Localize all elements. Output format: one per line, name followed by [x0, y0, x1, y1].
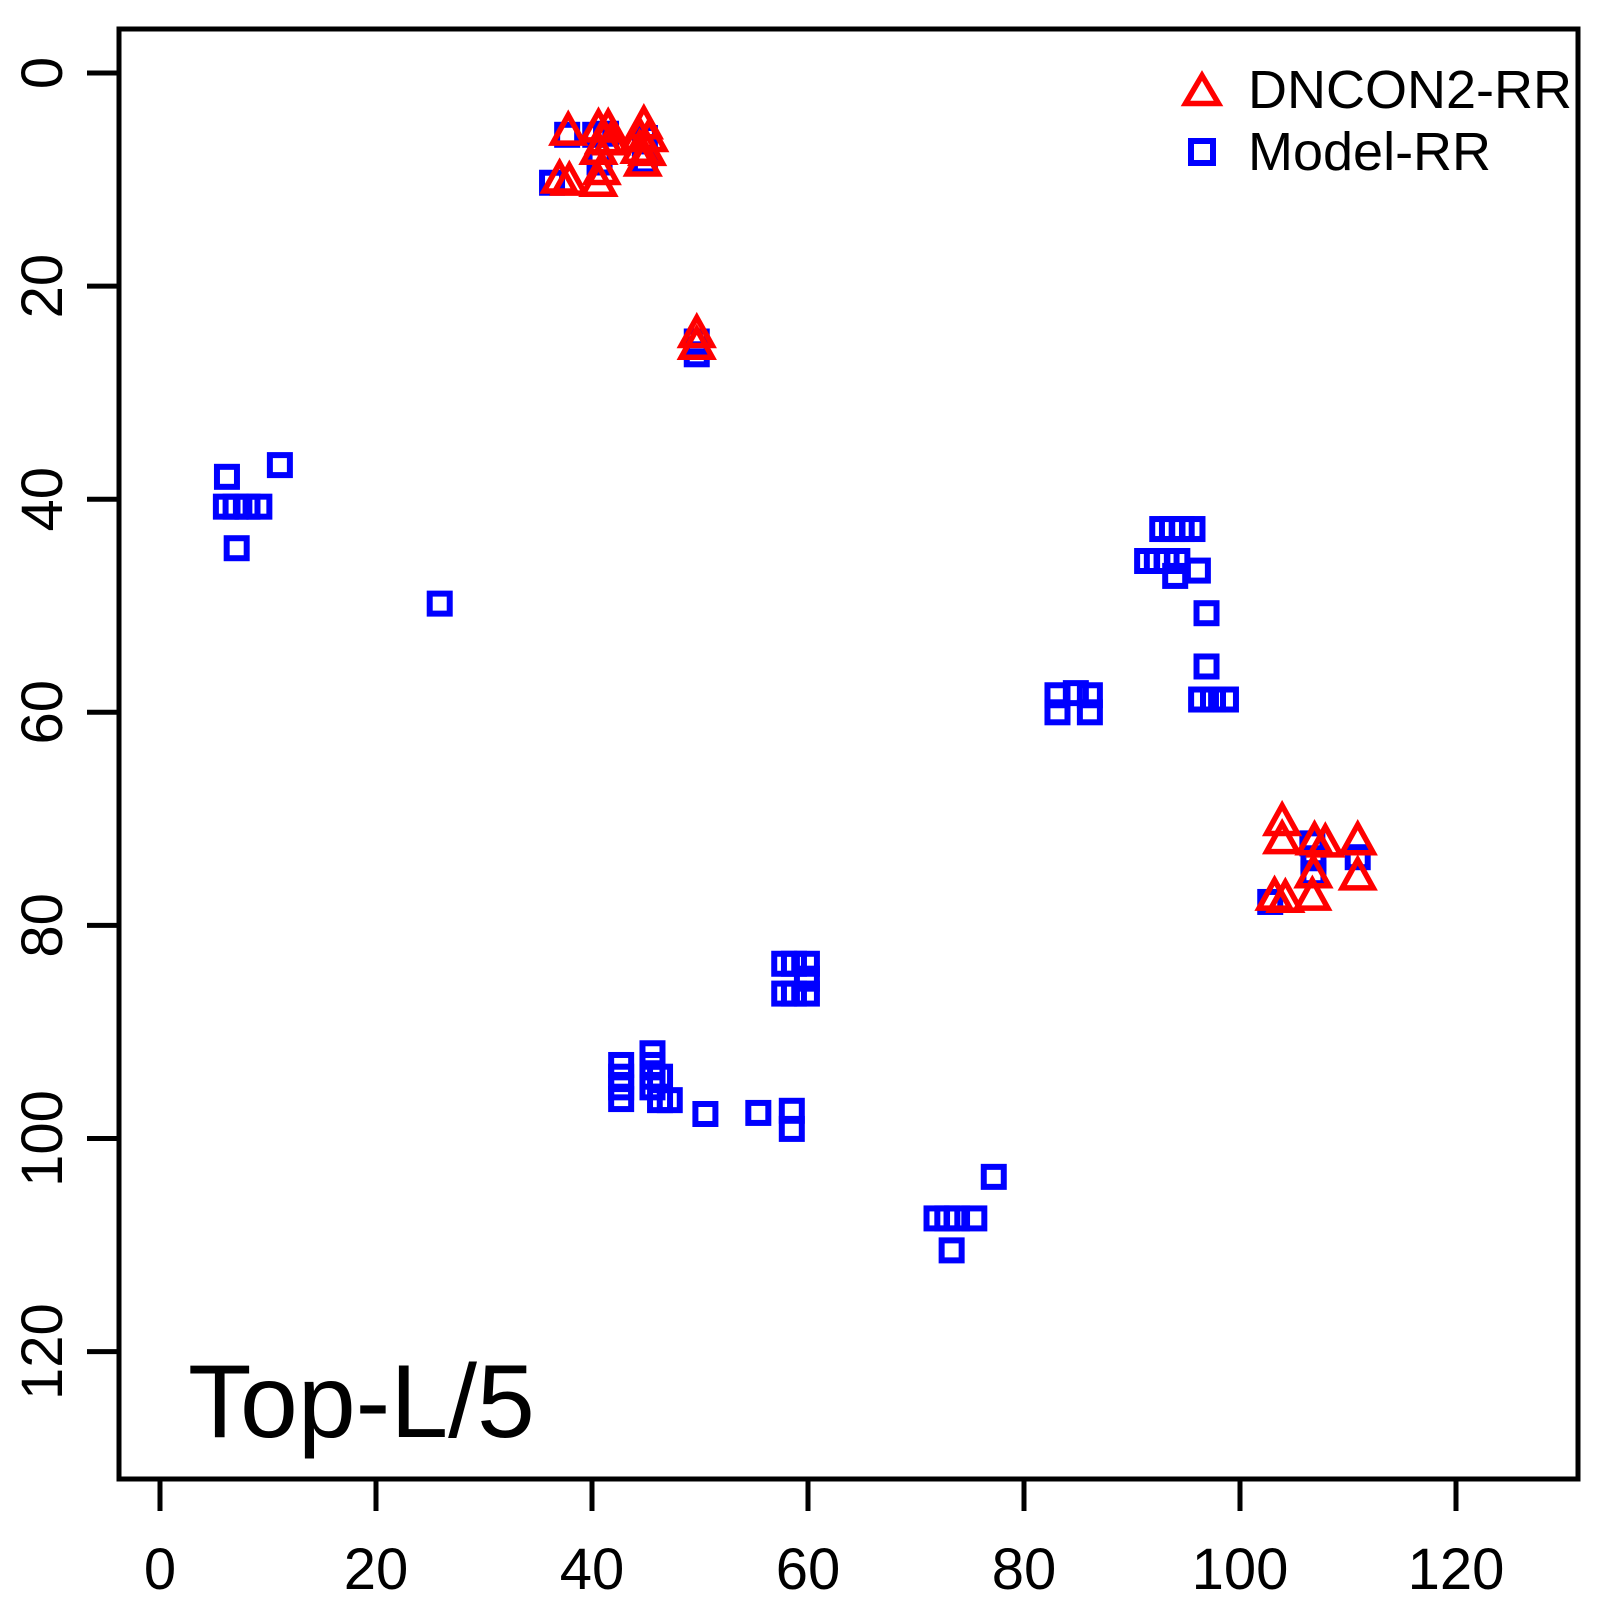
model-rr-point [745, 1099, 772, 1126]
x-axis-tick-label: 60 [776, 1537, 841, 1600]
dncon2-rr-point [578, 160, 619, 197]
model-rr-point [1193, 653, 1220, 680]
model-rr-point [793, 980, 820, 1007]
model-rr-point [1344, 844, 1371, 871]
x-axis-tick-label: 0 [144, 1537, 176, 1600]
dncon2-rr-point [1337, 819, 1378, 856]
model-rr-point [793, 965, 820, 992]
y-axis-tick-label: 40 [10, 467, 75, 532]
dncon2-rr-point [676, 311, 717, 349]
model-rr-point [961, 1205, 988, 1232]
model-rr-point [223, 535, 250, 562]
y-axis-tick-label: 80 [10, 893, 75, 958]
y-axis-tick-label: 120 [10, 1303, 75, 1400]
y-axis-tick-label: 60 [10, 680, 75, 745]
dncon2-rr-point [581, 148, 622, 186]
model-rr-point [1179, 516, 1206, 543]
model-rr-point [1193, 600, 1220, 627]
y-axis-tick-label: 100 [10, 1090, 75, 1187]
dncon2-rr-point [1261, 799, 1303, 837]
model-rr-point [1076, 699, 1103, 726]
model-rr-point [778, 1115, 805, 1142]
x-axis-tick-label: 20 [344, 1537, 409, 1600]
model-rr-point [426, 590, 453, 617]
model-rr-point [980, 1163, 1007, 1190]
y-axis-tick-label: 20 [10, 254, 75, 319]
model-rr-point [266, 452, 293, 479]
model-rr-point [656, 1087, 683, 1114]
x-axis-tick-label: 100 [1192, 1537, 1289, 1600]
dncon2-rr-point [1265, 876, 1306, 914]
x-axis-tick-label: 120 [1408, 1537, 1505, 1600]
model-rr-point [1162, 562, 1189, 589]
legend-model-marker-icon [1188, 138, 1216, 166]
dncon2-rr-point [676, 323, 717, 361]
plot-border [116, 26, 1581, 1482]
model-rr-point [1212, 686, 1239, 713]
dncon2-rr-point [548, 109, 589, 146]
legend-model-label: Model-RR [1248, 122, 1491, 182]
plot-annotation: Top-L/5 [188, 1344, 535, 1460]
legend-dncon2-marker-icon [1180, 70, 1224, 107]
model-rr-point [793, 950, 820, 977]
dncon2-rr-point [1337, 854, 1378, 891]
dncon2-rr-point [549, 159, 590, 196]
model-rr-point [1062, 680, 1089, 707]
dncon2-rr-point [622, 140, 663, 177]
x-axis-tick-label: 40 [560, 1537, 625, 1600]
x-axis-tick-label: 80 [992, 1537, 1057, 1600]
model-rr-point [1184, 557, 1211, 584]
model-rr-point [692, 1100, 719, 1127]
model-rr-point [1044, 699, 1071, 726]
legend-dncon2-label: DNCON2-RR [1248, 60, 1572, 120]
dncon2-rr-point [1261, 817, 1303, 855]
model-rr-point [246, 493, 273, 520]
model-rr-point [213, 463, 240, 490]
dncon2-rr-point [1305, 821, 1346, 858]
model-rr-point [938, 1237, 965, 1264]
y-axis-tick-label: 0 [10, 57, 75, 89]
dncon2-rr-point [1292, 874, 1333, 911]
model-rr-point [647, 1063, 674, 1090]
model-rr-point [608, 1086, 635, 1113]
